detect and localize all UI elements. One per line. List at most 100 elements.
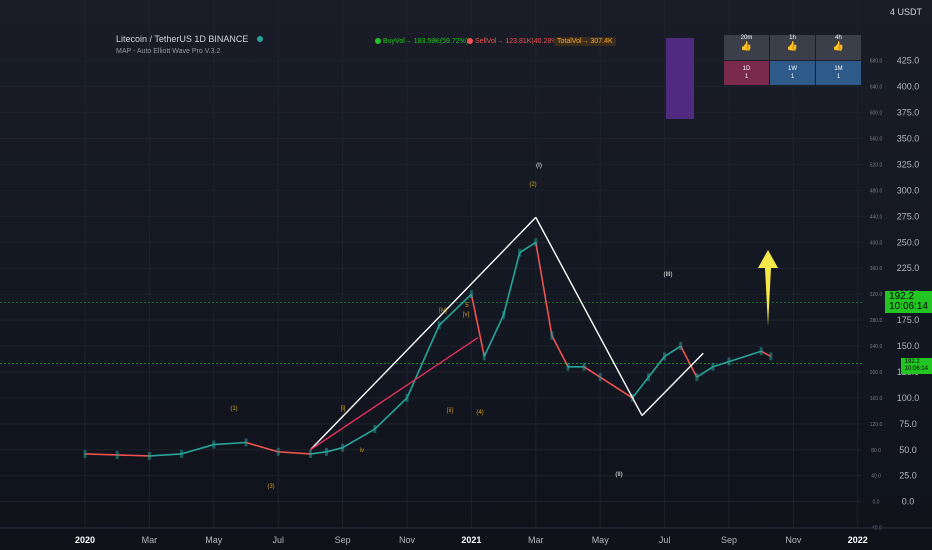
- price-candle: [727, 357, 731, 366]
- y2-tick-label: 360.0: [870, 266, 883, 272]
- y2-tick-label: 560.0: [870, 137, 883, 143]
- zone-box: [666, 38, 694, 119]
- y2-tick-label: 480.0: [870, 188, 883, 194]
- x-tick-label: 2022: [848, 535, 868, 545]
- price-candle: [482, 352, 486, 361]
- x-tick-label: Sep: [721, 535, 737, 545]
- price-candle: [83, 449, 87, 458]
- y-tick-label: 0.0: [902, 497, 915, 507]
- symbol-legend[interactable]: Litecoin / TetherUS 1D BINANCE MAP - Aut…: [116, 34, 263, 55]
- price-segment: [483, 314, 505, 357]
- current-price-tag: 192.2 10:06:14: [900, 358, 932, 374]
- price-segment: [310, 451, 327, 455]
- price-candle: [534, 238, 538, 247]
- trend-value-2: 1M 1: [816, 61, 861, 85]
- price-segment: [213, 441, 247, 446]
- price-segment: [374, 397, 408, 430]
- status-dot-icon: [256, 36, 263, 42]
- y-tick-label: 250.0: [897, 237, 920, 247]
- y2-tick-label: 240.0: [870, 344, 883, 350]
- trend-value-1: 1W 1: [770, 61, 815, 85]
- thumbs-up-icon: 👍: [832, 41, 845, 51]
- x-tick-label: May: [205, 535, 223, 545]
- trend-header-1: 1h 👍: [770, 35, 815, 60]
- y-tick-label: 325.0: [897, 159, 920, 169]
- last-price-tag: 192.2 10:06:14: [885, 291, 932, 313]
- y2-tick-label: 160.0: [870, 396, 883, 402]
- y-tick-label: 275.0: [897, 211, 920, 221]
- wave-label: (1): [230, 406, 237, 412]
- x-tick-label: Nov: [399, 535, 416, 545]
- wave-label: [iv]: [439, 308, 447, 314]
- x-tick-label: Mar: [528, 535, 544, 545]
- price-candle: [518, 248, 522, 257]
- y2-tick-label: 80.0: [871, 448, 881, 454]
- price-segment: [647, 355, 666, 378]
- price-segment: [84, 453, 118, 456]
- buy-volume-label: BuyVol→ 183.59K(59.72%): [372, 37, 471, 46]
- x-tick-label: Sep: [335, 535, 351, 545]
- price-candle: [325, 447, 328, 456]
- price-candle: [566, 362, 570, 371]
- y2-tick-label: 400.0: [870, 240, 883, 246]
- price-segment: [438, 293, 472, 326]
- price-segment: [519, 241, 537, 254]
- price-candle: [341, 443, 345, 452]
- elliott-wave-line: [310, 337, 479, 451]
- y2-tick-label: 0.0: [873, 500, 880, 506]
- current-price-value: 192.2: [904, 359, 920, 365]
- buy-volume-text: BuyVol→ 183.59K(59.72%): [383, 38, 469, 45]
- y-tick-label: 225.0: [897, 263, 920, 273]
- price-candle: [244, 438, 248, 447]
- wave-label: [ii]: [447, 408, 453, 414]
- indicator-name: MAP - Auto Elliott Wave Pro V.3.2: [116, 48, 221, 55]
- x-tick-label: May: [592, 535, 610, 545]
- price-candle: [147, 451, 151, 460]
- y-tick-label: 75.0: [899, 419, 917, 429]
- y-tick-label: 350.0: [897, 134, 920, 144]
- price-candle: [550, 331, 554, 340]
- price-candle: [115, 450, 119, 459]
- elliott-wave-line: [535, 217, 643, 416]
- price-segment: [406, 324, 440, 399]
- y2-tick-label: 200.0: [870, 370, 883, 376]
- price-segment: [326, 446, 343, 453]
- price-segment: [712, 360, 730, 368]
- wave-label: (2): [529, 182, 536, 188]
- price-candle: [212, 440, 216, 449]
- y-tick-label: 50.0: [899, 445, 917, 455]
- sell-volume-label: SellVol→ 123.81K(40.28%): [464, 37, 563, 46]
- price-segment: [245, 441, 279, 453]
- price-segment: [583, 366, 601, 378]
- trend-value-0: 1D 1: [724, 61, 769, 85]
- price-candle: [695, 373, 699, 382]
- wave-label: iv: [360, 448, 364, 454]
- y-tick-label: 300.0: [897, 185, 920, 195]
- x-tick-label: Jul: [659, 535, 671, 545]
- price-candle: [759, 347, 763, 356]
- price-candle: [180, 449, 184, 458]
- price-segment: [181, 443, 215, 455]
- price-segment: [551, 335, 569, 368]
- trend-header-2: 4h 👍: [816, 35, 861, 60]
- price-candle: [598, 373, 602, 382]
- symbol-title: Litecoin / TetherUS 1D BINANCE: [116, 34, 249, 44]
- y-tick-label: 400.0: [897, 82, 920, 92]
- y2-tick-label: 120.0: [870, 422, 883, 428]
- y-tick-label: 375.0: [897, 108, 920, 118]
- y2-tick-label: 640.0: [870, 85, 883, 91]
- trend-header-text: 20m: [740, 35, 753, 41]
- price-candle: [308, 449, 312, 458]
- thumbs-up-icon: 👍: [740, 41, 753, 51]
- price-candle: [769, 352, 773, 361]
- price-candle: [276, 447, 280, 456]
- wave-label: (4): [476, 410, 483, 416]
- trend-header-text: 4h: [835, 35, 842, 41]
- total-volume-text: TotalVol→ 307.4K: [557, 38, 613, 45]
- wave-label: (I): [536, 163, 542, 169]
- thumbs-up-icon: 👍: [786, 41, 799, 51]
- x-tick-label: Jul: [272, 535, 284, 545]
- buy-led-icon: [375, 38, 381, 44]
- price-segment: [535, 242, 553, 336]
